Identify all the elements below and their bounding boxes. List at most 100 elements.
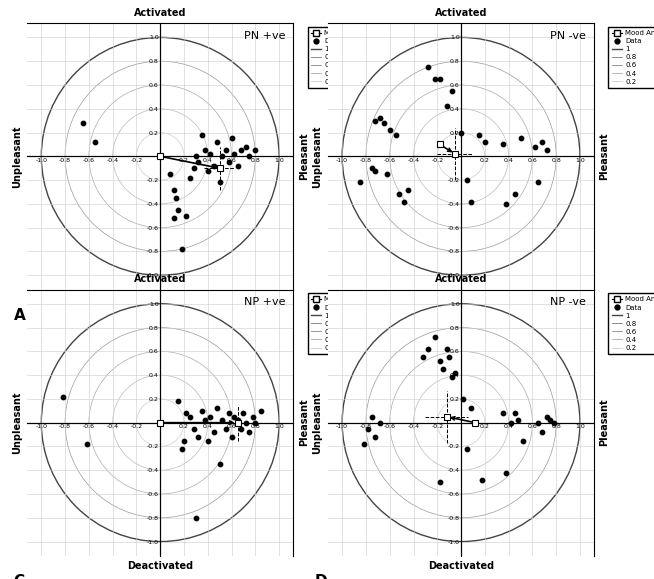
Point bbox=[375, 418, 385, 427]
Point bbox=[250, 418, 260, 427]
Point bbox=[200, 416, 211, 425]
Point bbox=[203, 436, 213, 445]
Point bbox=[188, 164, 199, 173]
Point bbox=[498, 409, 508, 418]
Point bbox=[250, 146, 260, 155]
Text: C: C bbox=[14, 574, 25, 579]
Point bbox=[375, 113, 385, 123]
Text: Deactivated: Deactivated bbox=[428, 295, 494, 305]
Point bbox=[244, 152, 254, 161]
Point bbox=[229, 412, 239, 422]
Point bbox=[181, 409, 192, 418]
Point bbox=[212, 404, 222, 413]
Point bbox=[212, 137, 222, 146]
Point bbox=[370, 433, 381, 442]
Point bbox=[515, 134, 526, 143]
Text: Pleasant: Pleasant bbox=[299, 399, 309, 446]
Legend: Mood Amp, Data, 1, 0.8, 0.6, 0.4, 0.2: Mood Amp, Data, 1, 0.8, 0.6, 0.4, 0.2 bbox=[608, 293, 654, 354]
Point bbox=[422, 345, 433, 354]
Point bbox=[444, 353, 455, 362]
Point bbox=[458, 394, 469, 404]
Text: Unpleasant: Unpleasant bbox=[313, 125, 322, 188]
Point bbox=[446, 373, 456, 382]
Point bbox=[506, 418, 516, 427]
Text: PN +ve: PN +ve bbox=[244, 31, 285, 41]
Point bbox=[441, 345, 452, 354]
Point bbox=[358, 439, 369, 449]
Point bbox=[236, 424, 247, 433]
Point bbox=[226, 134, 237, 143]
Point bbox=[78, 119, 88, 128]
Point bbox=[58, 392, 68, 401]
Point bbox=[200, 146, 211, 155]
Point bbox=[244, 427, 254, 437]
Point bbox=[191, 152, 201, 161]
Point bbox=[542, 412, 552, 422]
Text: Unpleasant: Unpleasant bbox=[12, 125, 22, 188]
Text: D: D bbox=[315, 574, 327, 579]
Point bbox=[209, 161, 219, 170]
Point bbox=[215, 460, 225, 469]
Point bbox=[248, 412, 258, 422]
Point bbox=[197, 130, 207, 140]
Text: NP -ve: NP -ve bbox=[551, 298, 586, 307]
Point bbox=[434, 478, 445, 487]
Text: Deactivated: Deactivated bbox=[428, 561, 494, 571]
Text: Pleasant: Pleasant bbox=[600, 133, 610, 180]
Point bbox=[501, 199, 511, 208]
Point bbox=[530, 142, 540, 152]
Point bbox=[205, 412, 215, 422]
Text: B: B bbox=[315, 308, 326, 323]
Point bbox=[430, 332, 440, 342]
Point bbox=[179, 436, 189, 445]
Point bbox=[434, 356, 445, 365]
Point bbox=[232, 416, 243, 425]
Text: Unpleasant: Unpleasant bbox=[12, 391, 22, 454]
Point bbox=[177, 444, 187, 453]
Text: Activated: Activated bbox=[435, 274, 487, 284]
Point bbox=[193, 433, 203, 442]
Point bbox=[220, 146, 231, 155]
Point bbox=[236, 146, 247, 155]
Point bbox=[184, 173, 195, 182]
Point bbox=[173, 205, 183, 214]
Text: Activated: Activated bbox=[134, 8, 186, 18]
Point bbox=[232, 161, 243, 170]
Point bbox=[177, 244, 187, 254]
Point bbox=[456, 128, 466, 137]
Point bbox=[367, 412, 377, 422]
Point bbox=[215, 178, 225, 187]
Text: Deactivated: Deactivated bbox=[127, 295, 194, 305]
Point bbox=[450, 368, 460, 378]
Point bbox=[477, 475, 488, 485]
Point bbox=[165, 170, 175, 179]
Point bbox=[462, 175, 472, 185]
Point bbox=[533, 178, 543, 187]
Point bbox=[509, 190, 520, 199]
Point bbox=[518, 436, 528, 445]
Point bbox=[90, 137, 100, 146]
Point bbox=[466, 404, 476, 413]
Point bbox=[173, 397, 183, 406]
Text: Pleasant: Pleasant bbox=[600, 399, 610, 446]
Point bbox=[473, 130, 484, 140]
Point bbox=[256, 406, 267, 415]
Point bbox=[537, 427, 547, 437]
Point bbox=[81, 439, 92, 449]
Point bbox=[430, 75, 440, 84]
Point bbox=[209, 427, 219, 437]
Point bbox=[217, 152, 228, 161]
Legend: Mood Amp, Data, 1, 0.8, 0.6, 0.4, 0.2: Mood Amp, Data, 1, 0.8, 0.6, 0.4, 0.2 bbox=[608, 27, 654, 88]
Point bbox=[367, 164, 377, 173]
Point bbox=[184, 412, 195, 422]
Point bbox=[370, 166, 381, 175]
Point bbox=[441, 102, 452, 111]
Point bbox=[220, 424, 231, 433]
Point bbox=[205, 149, 215, 159]
Point bbox=[169, 214, 180, 223]
Point bbox=[533, 418, 543, 427]
Point bbox=[169, 185, 180, 195]
Point bbox=[370, 116, 381, 125]
Point bbox=[509, 409, 520, 418]
Point bbox=[203, 166, 213, 175]
